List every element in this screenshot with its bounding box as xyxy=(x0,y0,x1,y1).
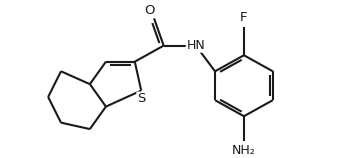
Text: F: F xyxy=(240,11,248,24)
Text: S: S xyxy=(137,92,145,105)
Text: NH₂: NH₂ xyxy=(232,144,256,157)
Text: O: O xyxy=(144,4,154,17)
Text: HN: HN xyxy=(186,39,205,52)
